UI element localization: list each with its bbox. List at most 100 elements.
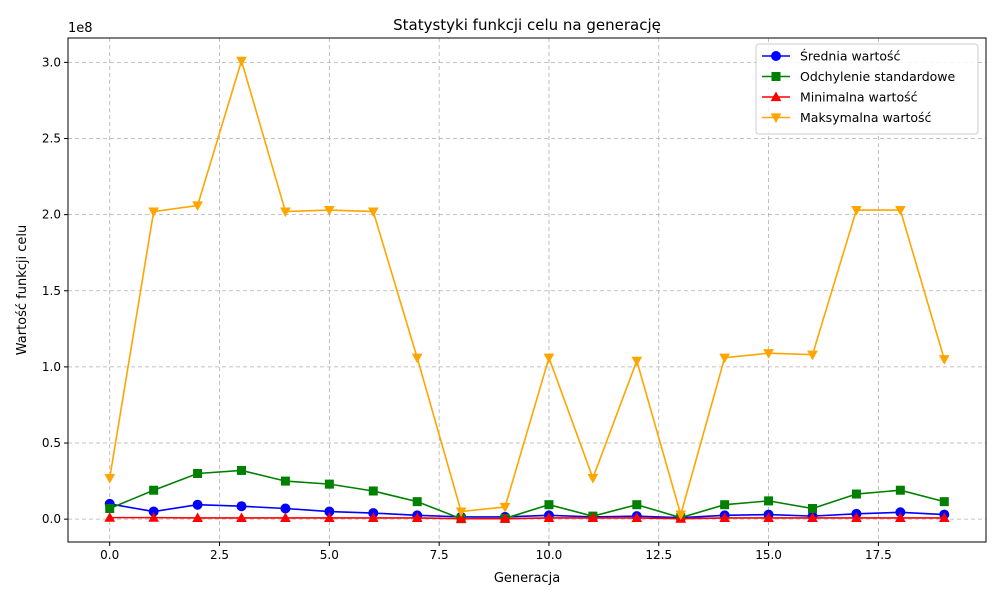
plot-frame [67, 37, 987, 543]
legend-item: Minimalna wartość [762, 90, 918, 105]
legend-label: Maksymalna wartość [800, 110, 932, 125]
legend: Średnia wartość Odchylenie standardowe Min… [755, 43, 979, 135]
data-point [323, 512, 335, 523]
data-point [938, 512, 950, 523]
y-axis-label: Wartość funkcji celu [15, 225, 30, 356]
x-tick-label: 7.5 [430, 548, 449, 562]
data-point [895, 485, 905, 495]
legend-label: Minimalna wartość [800, 90, 918, 105]
data-point [236, 501, 247, 512]
data-point [632, 500, 642, 510]
data-point [280, 476, 290, 486]
x-tick-label: 15.0 [755, 548, 782, 562]
y-tick-label: 0.0 [42, 512, 61, 526]
legend-item: Średnia wartość [762, 49, 901, 64]
data-point [939, 497, 949, 507]
data-point [193, 468, 203, 478]
legend-box [755, 43, 979, 135]
y-tick-label: 1.0 [42, 360, 61, 374]
data-point [192, 499, 203, 510]
legend-marker [770, 113, 782, 124]
data-point [104, 512, 116, 522]
chart-title: Statystyki funkcji celu na generację [393, 16, 661, 34]
series-line [109, 469, 945, 520]
data-point [544, 500, 554, 510]
data-point [807, 512, 818, 523]
data-point [411, 512, 423, 523]
data-point [499, 502, 511, 513]
data-point [719, 353, 731, 364]
data-point [280, 207, 291, 218]
series-line [109, 516, 945, 520]
x-axis-ticks: 0.0 2.5 5.0 7.5 10.0 12.5 15.0 17.5 [100, 542, 892, 562]
data-point [720, 500, 730, 510]
data-point [367, 207, 379, 218]
y-tick-label: 3.0 [42, 55, 61, 69]
data-point [192, 201, 203, 212]
x-axis-label: Generacja [494, 571, 560, 586]
series-3 [104, 512, 950, 523]
legend-marker [770, 91, 782, 102]
y-axis-offset-label: 1e8 [68, 21, 93, 36]
data-point [675, 510, 687, 521]
data-point [280, 503, 291, 514]
data-point [367, 512, 379, 523]
legend-label: Średnia wartość [800, 49, 901, 64]
x-tick-label: 5.0 [320, 548, 339, 562]
x-tick-label: 17.5 [865, 548, 892, 562]
legend-marker [771, 72, 781, 81]
data-point [149, 485, 159, 495]
data-point [323, 205, 335, 216]
data-point [236, 512, 247, 523]
x-tick-label: 12.5 [645, 548, 672, 562]
data-point [938, 355, 950, 365]
data-point [587, 473, 599, 484]
data-point [499, 513, 511, 523]
data-point [280, 512, 291, 523]
data-point [894, 512, 906, 523]
series-line [108, 58, 946, 518]
data-point [324, 479, 334, 489]
y-tick-label: 0.5 [42, 436, 61, 450]
y-axis-ticks: 0.0 0.5 1.0 1.5 2.0 2.5 3.0 [42, 55, 68, 526]
data-point [236, 465, 246, 475]
data-point [236, 56, 247, 67]
legend-item: Odchylenie standardowe [762, 69, 956, 84]
data-point [148, 207, 160, 218]
legend-marker [771, 51, 781, 61]
data-point [105, 504, 115, 514]
data-point [412, 497, 422, 507]
data-point [104, 473, 116, 484]
data-point [192, 512, 203, 523]
legend-item: Maksymalna wartość [762, 110, 932, 125]
data-point [543, 512, 555, 523]
y-tick-label: 2.0 [42, 208, 61, 222]
x-tick-label: 0.0 [100, 548, 119, 562]
data-point [807, 350, 818, 361]
data-point [368, 486, 378, 496]
data-point [455, 507, 467, 518]
data-point [894, 205, 906, 216]
data-point [631, 356, 643, 367]
data-point [148, 512, 160, 522]
data-point [631, 512, 643, 523]
data-point [851, 512, 862, 523]
data-point [808, 504, 818, 514]
data-point [455, 513, 467, 523]
data-point [587, 512, 599, 523]
legend-label: Odchylenie standardowe [800, 69, 956, 84]
data-point [764, 496, 774, 506]
series-group [104, 56, 950, 524]
data-point [851, 489, 861, 499]
y-tick-label: 1.5 [42, 284, 61, 298]
x-tick-label: 10.0 [536, 548, 563, 562]
y-tick-label: 2.5 [42, 131, 61, 145]
data-point [851, 205, 862, 216]
x-tick-label: 2.5 [210, 548, 229, 562]
data-point [411, 353, 423, 364]
series-line [109, 503, 945, 519]
data-point [543, 353, 555, 364]
series-4 [104, 56, 950, 521]
data-point [763, 512, 774, 523]
